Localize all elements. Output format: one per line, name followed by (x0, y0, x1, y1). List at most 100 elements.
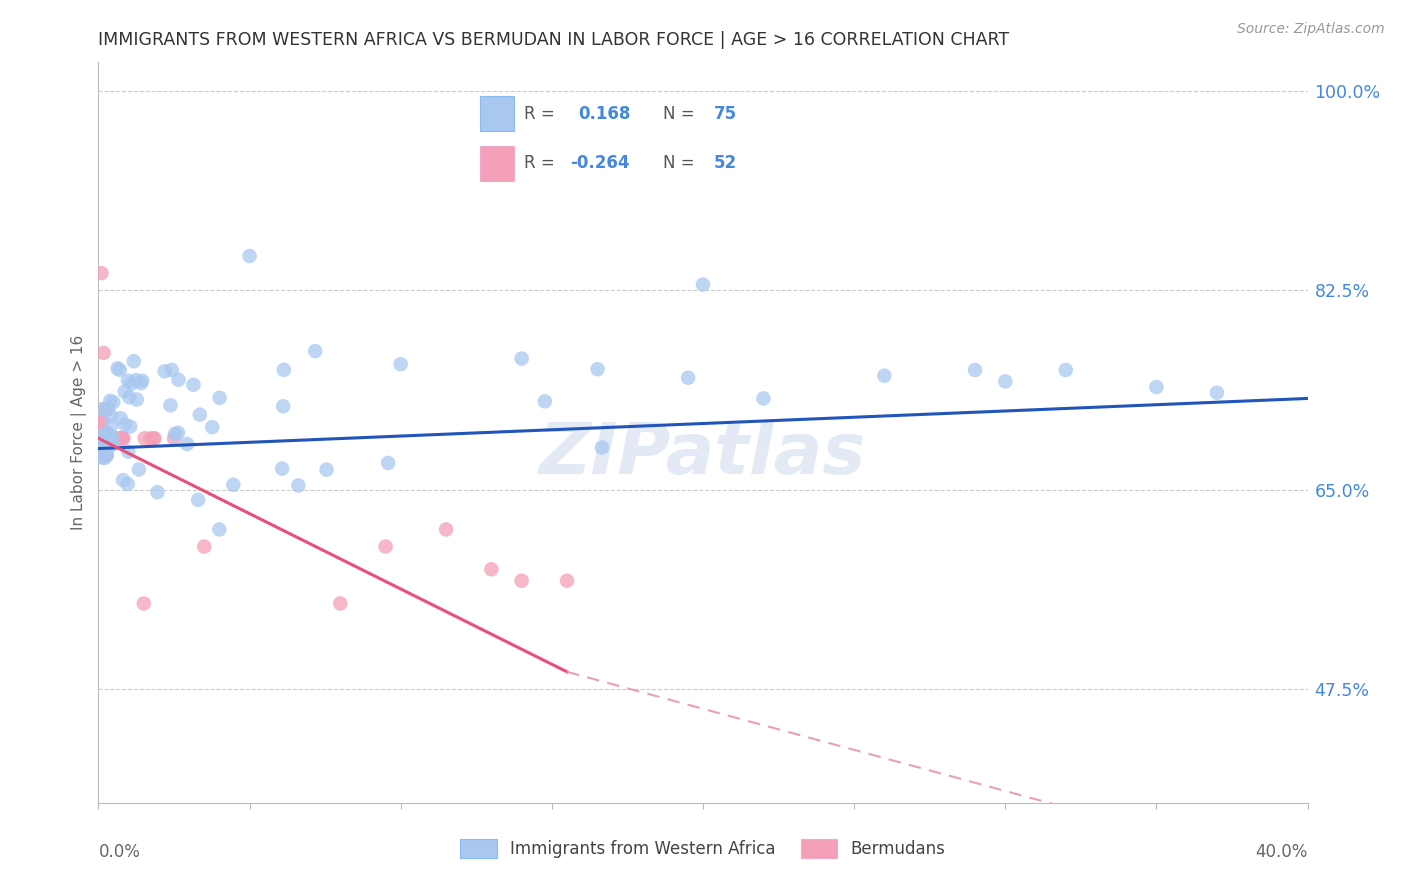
Point (1206, 385, 1229, 400)
Point (91, 431, 114, 445)
Point (160, 363, 183, 377)
Point (110, 431, 132, 445)
Point (132, 597, 155, 611)
Point (389, 357, 412, 371)
Point (114, 417, 136, 432)
Point (239, 249, 262, 263)
Point (117, 477, 139, 491)
Point (96, 431, 118, 445)
Point (118, 390, 141, 404)
Text: IMMIGRANTS FROM WESTERN AFRICA VS BERMUDAN IN LABOR FORCE | AGE > 16 CORRELATION: IMMIGRANTS FROM WESTERN AFRICA VS BERMUD… (98, 31, 1010, 49)
Point (94, 449, 117, 463)
Point (374, 540, 396, 554)
Point (90, 437, 112, 451)
Point (112, 431, 135, 445)
Point (131, 374, 153, 388)
Point (159, 398, 181, 412)
Point (208, 391, 231, 405)
Point (96, 439, 118, 453)
Point (125, 373, 148, 387)
Point (100, 419, 122, 434)
Point (994, 375, 1017, 389)
Point (96, 402, 118, 417)
Point (1054, 363, 1077, 377)
Point (129, 376, 152, 391)
Point (91, 431, 114, 445)
Point (91, 425, 114, 440)
Point (163, 431, 186, 445)
Point (94, 426, 117, 441)
Point (96, 431, 118, 445)
Point (692, 277, 714, 292)
Point (112, 473, 135, 487)
Legend: Immigrants from Western Africa, Bermudans: Immigrants from Western Africa, Bermudan… (454, 832, 952, 865)
Point (122, 354, 145, 368)
Point (134, 431, 156, 445)
Point (434, 523, 457, 537)
Point (103, 431, 125, 445)
Point (965, 363, 987, 377)
Point (90, 266, 112, 280)
Point (107, 361, 129, 376)
Point (91, 431, 114, 445)
Point (98, 428, 121, 442)
Point (91, 439, 114, 453)
Point (100, 431, 122, 445)
Point (873, 368, 896, 383)
Point (555, 574, 578, 588)
Point (93, 431, 115, 445)
Text: ZIPatlas: ZIPatlas (540, 420, 866, 490)
Point (146, 485, 169, 500)
Point (111, 431, 134, 445)
Point (97, 401, 120, 416)
Point (96, 431, 118, 445)
Point (271, 399, 294, 413)
Point (591, 441, 613, 455)
Point (481, 562, 503, 576)
Point (121, 376, 143, 391)
Point (108, 363, 131, 377)
Point (586, 362, 609, 376)
Point (93, 431, 115, 445)
Point (90, 429, 112, 443)
Point (676, 370, 699, 384)
Point (101, 432, 124, 446)
Point (114, 384, 136, 399)
Point (94, 431, 117, 445)
Point (90, 431, 112, 445)
Y-axis label: In Labor Force | Age > 16: In Labor Force | Age > 16 (72, 335, 87, 530)
Point (329, 597, 352, 611)
Point (96, 449, 118, 463)
Point (271, 461, 294, 475)
Point (208, 523, 231, 537)
Point (108, 431, 131, 445)
Point (167, 373, 190, 387)
Point (315, 463, 337, 477)
Point (101, 437, 124, 451)
Point (752, 392, 775, 406)
Point (93, 431, 115, 445)
Point (93, 450, 115, 465)
Point (111, 431, 134, 445)
Point (91, 402, 114, 417)
Point (117, 374, 139, 388)
Point (91, 402, 114, 417)
Point (96, 431, 118, 445)
Point (94, 431, 117, 445)
Point (287, 478, 309, 492)
Point (93, 431, 115, 445)
Point (93, 346, 115, 360)
Point (91, 431, 114, 445)
Point (510, 574, 533, 588)
Point (143, 431, 166, 445)
Point (91, 431, 114, 445)
Point (510, 351, 533, 366)
Point (96, 427, 118, 442)
Point (167, 425, 190, 440)
Text: 0.0%: 0.0% (98, 843, 141, 861)
Point (1144, 380, 1167, 394)
Point (96, 425, 118, 440)
Point (534, 394, 557, 409)
Point (188, 408, 211, 422)
Point (96, 449, 118, 463)
